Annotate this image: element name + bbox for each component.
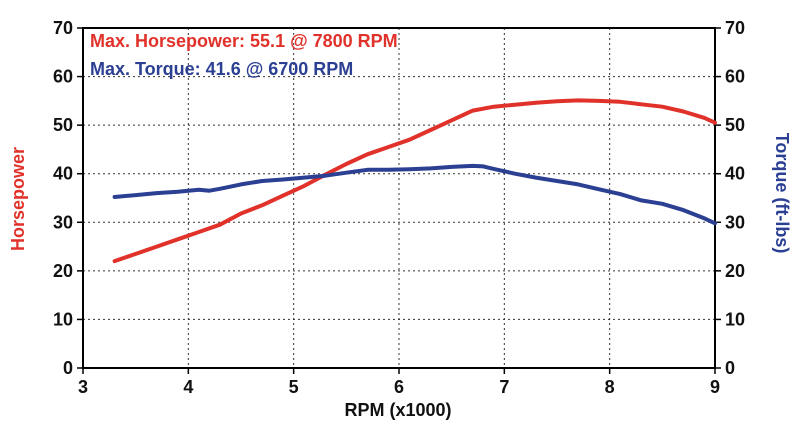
y-left-tick-label: 30 xyxy=(53,212,73,232)
y-right-tick-label: 30 xyxy=(725,212,745,232)
x-tick-label: 6 xyxy=(394,377,404,397)
x-tick-label: 8 xyxy=(605,377,615,397)
y-right-tick-label: 10 xyxy=(725,309,745,329)
y-left-tick-label: 20 xyxy=(53,261,73,281)
y-right-tick-label: 70 xyxy=(725,18,745,38)
grid-lines xyxy=(83,28,715,368)
y-left-tick-label: 0 xyxy=(63,358,73,378)
y-left-tick-label: 50 xyxy=(53,115,73,135)
y-right-tick-label: 20 xyxy=(725,261,745,281)
x-tick-label: 7 xyxy=(499,377,509,397)
y-right-tick-label: 60 xyxy=(725,67,745,87)
y-right-tick-label: 0 xyxy=(725,358,735,378)
annotation-torque: Max. Torque: 41.6 @ 6700 RPM xyxy=(90,59,353,79)
x-tick-label: 9 xyxy=(710,377,720,397)
y-left-tick-label: 70 xyxy=(53,18,73,38)
y-right-tick-label: 50 xyxy=(725,115,745,135)
y-axis-right-label: Torque (ft-lbs) xyxy=(772,133,792,254)
y-axis-left-label: Horsepower xyxy=(8,147,28,251)
series-line-horsepower xyxy=(112,98,717,264)
y-right-tick-label: 40 xyxy=(725,164,745,184)
series-line-torque xyxy=(112,163,717,226)
y-left-tick-label: 10 xyxy=(53,309,73,329)
series-lines xyxy=(112,98,717,264)
x-axis-label: RPM (x1000) xyxy=(344,400,451,420)
x-tick-label: 4 xyxy=(183,377,193,397)
annotation-horsepower: Max. Horsepower: 55.1 @ 7800 RPM xyxy=(90,31,398,51)
x-tick-label: 5 xyxy=(289,377,299,397)
y-left-tick-label: 60 xyxy=(53,67,73,87)
x-tick-label: 3 xyxy=(78,377,88,397)
y-left-tick-label: 40 xyxy=(53,164,73,184)
